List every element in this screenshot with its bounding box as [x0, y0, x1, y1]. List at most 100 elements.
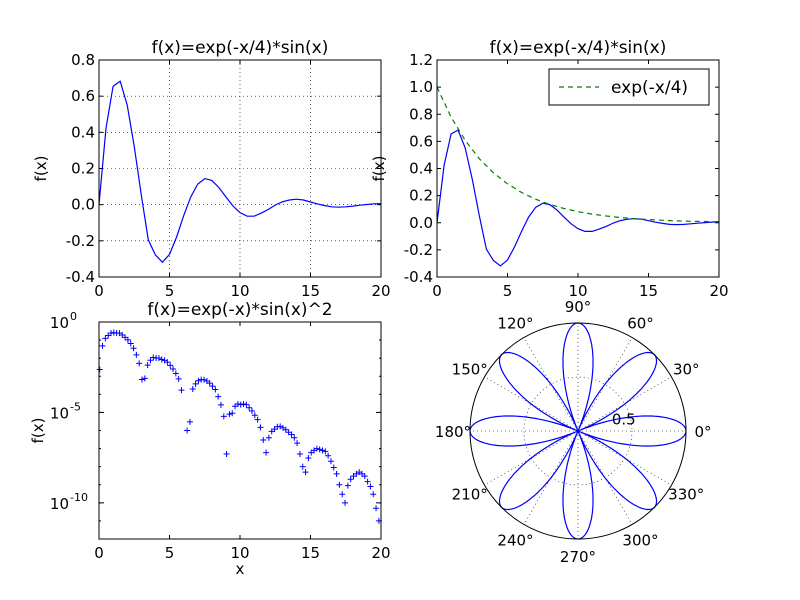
angle-tick-label: 0°: [694, 423, 711, 441]
data-point: [99, 342, 106, 349]
x-tick-label: 10: [230, 544, 249, 562]
y-tick-exponent: 0: [70, 310, 77, 323]
data-point: [96, 366, 103, 373]
y-tick-label: 0.4: [71, 123, 95, 141]
y-axis-label: f(x): [370, 156, 388, 182]
angle-tick-label: 180°: [435, 423, 471, 441]
angle-tick-label: 300°: [622, 531, 658, 549]
angle-tick-label: 150°: [452, 361, 488, 379]
data-point: [226, 411, 233, 418]
y-tick-base: 10: [50, 314, 69, 332]
chart-title: f(x)=exp(-x/4)*sin(x): [490, 38, 667, 58]
data-point: [322, 448, 329, 455]
x-tick-label: 0: [432, 282, 442, 300]
data-point: [206, 380, 213, 387]
data-point: [186, 418, 193, 425]
series-line-1: [98, 80, 382, 264]
data-point: [141, 375, 148, 382]
data-point: [167, 362, 174, 369]
data-point: [139, 376, 146, 383]
angle-tick-label: 270°: [560, 548, 596, 566]
data-point: [305, 455, 312, 462]
data-point: [364, 478, 371, 485]
data-point: [344, 482, 351, 489]
data-point: [260, 436, 267, 443]
data-point: [277, 423, 284, 430]
x-tick-label: 20: [709, 282, 728, 300]
y-tick-label: -0.2: [66, 232, 95, 250]
data-point: [330, 464, 337, 471]
angle-tick-label: 90°: [565, 298, 592, 316]
y-tick-label: 0.8: [71, 51, 95, 69]
data-point: [107, 330, 114, 337]
y-tick-label: 0.6: [71, 87, 95, 105]
data-point: [313, 445, 320, 452]
data-point: [184, 427, 191, 434]
y-tick-exponent: -10: [70, 491, 88, 504]
data-point: [102, 335, 109, 342]
panel-2: 0 5 10 15 20 -0.4 -0.2 0.0 0.2 0.4 0.6 0.8 1.0 1.2 f(x…: [370, 38, 729, 300]
y-tick-label: 0.6: [409, 132, 433, 150]
y-tick-label: -0.2: [404, 241, 433, 259]
y-tick-exponent: -5: [70, 400, 81, 413]
data-point: [144, 362, 151, 369]
data-point: [257, 424, 264, 431]
y-tick-label: 10: [50, 495, 69, 513]
data-point: [201, 376, 208, 383]
series-line-1: [436, 129, 720, 267]
x-tick-label: 0: [94, 544, 104, 562]
x-tick-label: 20: [371, 282, 390, 300]
data-point: [130, 345, 137, 352]
data-point: [237, 401, 244, 408]
chart-title: f(x)=exp(-x)*sin(x)^2: [147, 300, 332, 320]
data-point: [133, 351, 140, 358]
x-tick-label: 0: [94, 282, 104, 300]
y-tick-label: 0.2: [409, 187, 433, 205]
data-point: [325, 452, 332, 459]
data-point: [147, 357, 154, 364]
y-tick-label: 10: [50, 314, 69, 332]
data-point: [263, 449, 270, 456]
data-point: [209, 383, 216, 390]
data-point: [223, 451, 230, 458]
angle-tick-label: 60°: [627, 315, 654, 333]
data-point: [254, 416, 261, 423]
data-point: [361, 473, 368, 480]
panel-1: 0 5 10 15 20 -0.4 -0.2 0.0 0.2 0.4 0.6 0.8 f(x)=exp(…: [32, 38, 391, 300]
data-point: [251, 412, 258, 419]
y-tick-label: -0.4: [404, 268, 433, 286]
data-point: [339, 491, 346, 498]
data-point: [189, 386, 196, 393]
angle-tick-label: 240°: [497, 531, 533, 549]
x-tick-label: 5: [165, 282, 175, 300]
x-tick-label: 10: [568, 282, 587, 300]
x-tick-label: 15: [301, 544, 320, 562]
plot-frame: [98, 59, 382, 278]
radial-grid-circle: [523, 376, 633, 486]
data-point: [170, 365, 177, 372]
panel-4: 0° 30° 60° 90° 120° 150° 180° 210° 240° 270° 300° 3…: [435, 298, 712, 566]
data-point: [291, 434, 298, 441]
x-tick-label: 15: [301, 282, 320, 300]
y-tick-label: -0.4: [66, 268, 95, 286]
y-tick-base: 10: [50, 495, 69, 513]
data-point: [217, 401, 224, 408]
chart-title: f(x)=exp(-x/4)*sin(x): [152, 38, 329, 58]
data-point: [336, 481, 343, 488]
data-point: [316, 446, 323, 453]
data-point: [172, 370, 179, 377]
data-point: [333, 470, 340, 477]
y-tick-label: 0.0: [409, 214, 433, 232]
data-point: [136, 360, 143, 367]
y-tick-label: 1.2: [409, 51, 433, 69]
data-point: [195, 377, 202, 384]
angle-tick-label: 120°: [497, 315, 533, 333]
legend-entry: exp(-x/4): [611, 78, 688, 98]
data-point: [122, 334, 129, 341]
data-point: [220, 413, 227, 420]
data-point: [192, 380, 199, 387]
data-point: [155, 355, 162, 362]
plot-frame: [98, 321, 382, 540]
